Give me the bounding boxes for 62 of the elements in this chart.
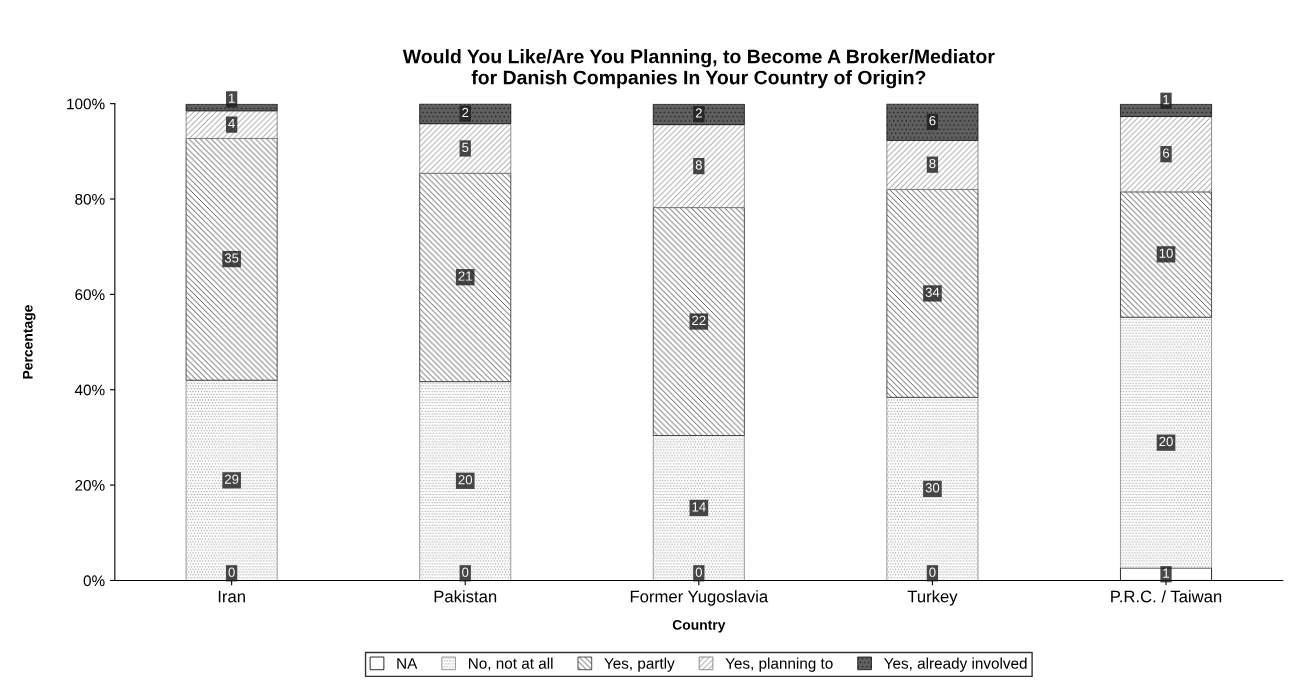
bar [419,103,512,125]
annotation: 29 [224,474,239,484]
y-tick-label: 0% [83,575,105,587]
bar [419,172,512,383]
bar [185,110,278,139]
x-tick-label: Former Yugoslavia [630,590,769,606]
legend-label: Yes, planning to [725,657,833,672]
annotation: 14 [692,502,706,512]
annotation: 10 [1159,248,1173,258]
annotation: 2 [695,108,702,118]
chart-title: Would You Like/Are You Planning, to Become A Broker/Mediator for Danish Companies In Your Country of Origin? [402,49,995,89]
annotation: 2 [462,107,469,118]
bar [185,138,278,381]
y-tick-label: 80% [75,193,105,205]
annotation: 35 [224,253,239,263]
annotation: 0 [695,567,702,577]
bar [1120,316,1212,569]
y-tick-label: 60% [75,289,105,301]
bar [419,123,512,174]
legend-label: Yes, already involved [884,657,1027,672]
bar [1120,116,1212,193]
annotation: 1 [1163,568,1170,578]
legend-label: Yes, partly [604,657,675,672]
bar [886,189,979,398]
bar [652,103,745,126]
annotation: 34 [925,287,940,297]
legend-label: No, not at all [469,657,553,671]
annotation: 22 [692,315,706,325]
annotation: 21 [458,271,472,281]
annotation: 1 [228,93,235,103]
bar [886,103,979,141]
annotation: 30 [925,483,940,493]
annotation: 20 [458,474,473,485]
x-axis-title: Country [672,619,726,633]
bar [886,396,979,581]
y-tick-label: 100% [67,98,105,110]
x-tick-label: Iran [218,590,245,603]
bar [419,381,512,581]
annotation: 8 [695,160,702,170]
bar [652,124,745,209]
annotation: 1 [1163,95,1170,105]
bar [652,207,745,436]
annotation: 0 [228,567,235,577]
legend-label: NA [397,658,418,669]
annotation: 5 [462,142,469,153]
annotation: 0 [929,567,936,577]
bar [652,435,745,581]
annotation: 0 [462,567,469,577]
y-tick-label: 40% [74,384,105,396]
x-tick-label: Pakistan [434,590,497,603]
annotation: 4 [228,118,235,129]
y-axis-title: Percentage [22,305,36,379]
annotation: 6 [1163,148,1170,158]
bar [185,379,278,581]
annotation: 6 [929,115,936,126]
annotation: 20 [1159,436,1173,447]
annotation: 8 [929,158,936,169]
y-tick-label: 20% [75,479,105,491]
bar [1120,191,1212,318]
bar [886,139,979,190]
x-tick-label: Turkey [907,590,958,606]
x-tick-label: P.R.C. / Taiwan [1111,590,1222,603]
